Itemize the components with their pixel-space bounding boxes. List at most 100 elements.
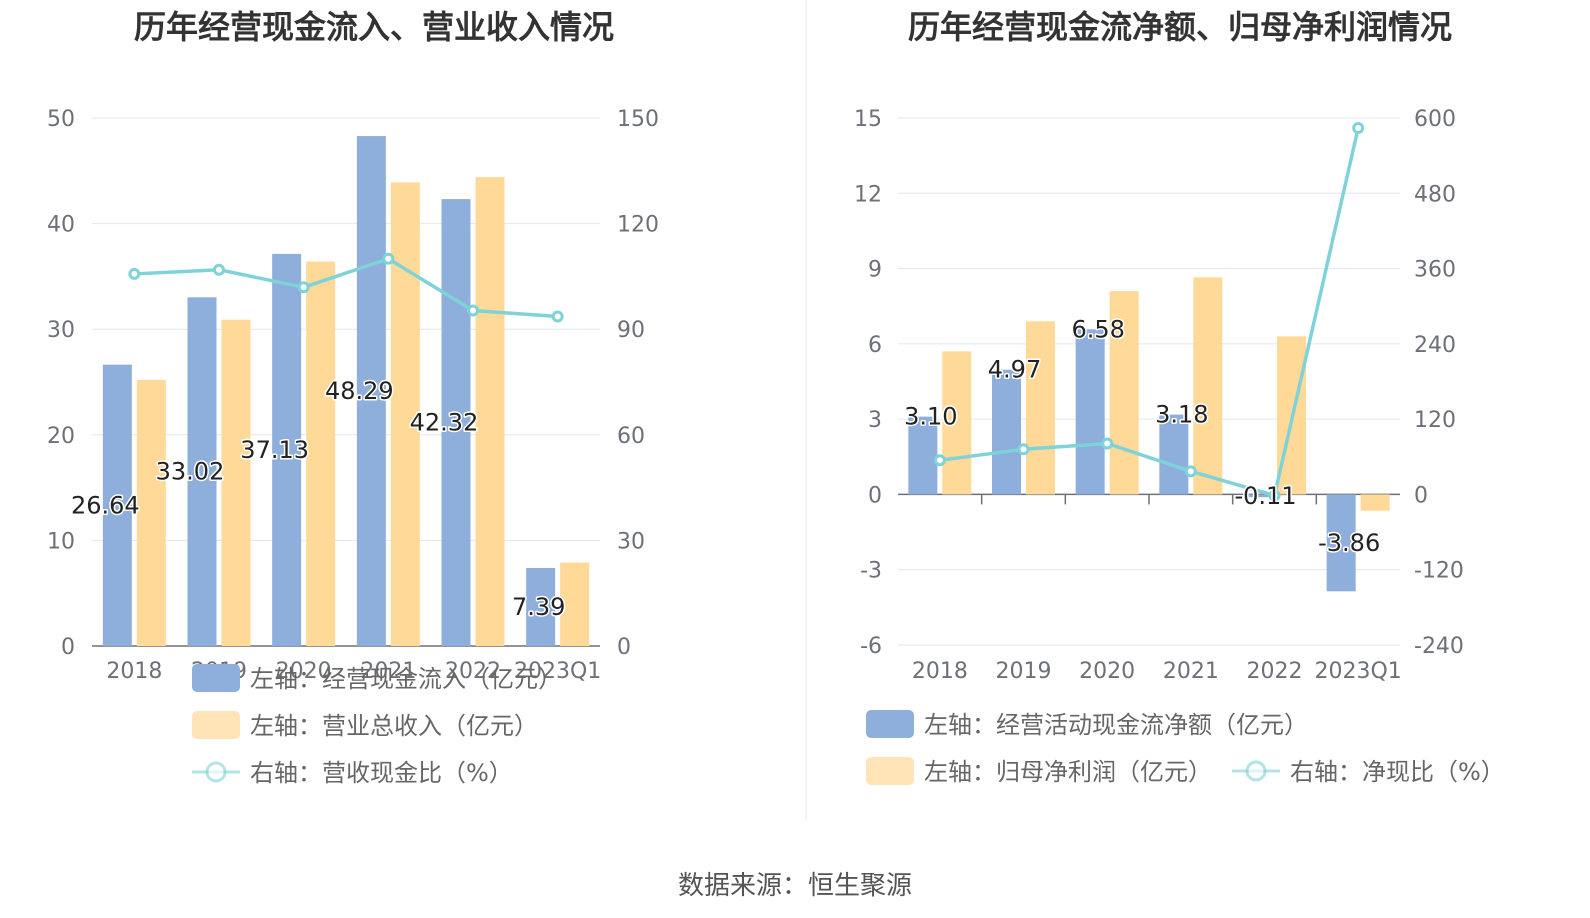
data-label: 42.32 [410, 409, 479, 437]
y-right-tick-label: 120 [1414, 408, 1456, 433]
y-left-tick-label: 0 [61, 635, 75, 660]
ratio-point [128, 267, 141, 280]
chart-panel-cashflow-revenue: 历年经营现金流入、营业收入情况 0 10 20 30 40 50 0 30 60 90 120 150 2… [47, 8, 659, 787]
x-tick-label: 2020 [1079, 659, 1135, 684]
y-right-tick-label: -120 [1414, 559, 1464, 584]
bar-primary [908, 416, 938, 495]
ratio-point [1101, 437, 1114, 450]
legend-label: 左轴：营业总收入（亿元） [250, 712, 538, 740]
x-tick-label: 2018 [912, 659, 968, 684]
legend-swatch-bar [192, 711, 240, 739]
bar-secondary [1193, 277, 1223, 495]
x-tick-label: 2022 [445, 659, 501, 684]
ratio-point [297, 281, 310, 294]
data-label: 33.02 [156, 458, 225, 486]
data-label: 26.64 [71, 491, 140, 519]
bar-secondary [560, 562, 590, 646]
y-right-tick-label: 480 [1414, 182, 1456, 207]
y-left-tick-label: 9 [868, 258, 882, 283]
ratio-point [1352, 122, 1365, 135]
x-tick-label: 2021 [1163, 659, 1219, 684]
ratio-point [1184, 465, 1197, 478]
legend-swatch-marker [205, 761, 227, 783]
bar-primary [1326, 494, 1356, 592]
ratio-point [1017, 443, 1030, 456]
legend-swatch-bar [866, 757, 914, 785]
y-right-tick-label: 600 [1414, 107, 1456, 132]
ratio-line [939, 127, 1360, 498]
y-left-tick-label: -6 [860, 634, 882, 659]
bar-secondary [942, 351, 972, 495]
y-right-tick-label: 60 [617, 424, 645, 449]
bar-primary [526, 567, 556, 646]
x-tick-label: 2023Q1 [514, 659, 601, 684]
ratio-point [1268, 489, 1281, 502]
bar-secondary [1360, 494, 1390, 511]
y-right-tick-label: 360 [1414, 258, 1456, 283]
bar-primary [441, 199, 471, 646]
ratio-point [382, 252, 395, 265]
data-label: -3.86 [1318, 529, 1380, 557]
bar-primary [1243, 494, 1272, 498]
x-tick-label: 2019 [996, 659, 1052, 684]
bar-primary [992, 369, 1021, 495]
data-label: 6.58 [1071, 315, 1124, 343]
legend-swatch-bar [192, 664, 240, 692]
legend-label: 左轴：归母净利润（亿元） [924, 758, 1212, 786]
bar-secondary [1109, 291, 1139, 495]
bar-secondary [306, 261, 336, 646]
legend-label: 右轴：营收现金比（%） [250, 759, 513, 787]
y-left-tick-label: 50 [47, 107, 75, 132]
bar-secondary [1026, 321, 1055, 495]
ratio-point [213, 263, 225, 276]
ratio-point [467, 304, 479, 317]
legend-swatch-bar [866, 710, 914, 738]
chart-panel-netcash-profit: 历年经营现金流净额、归母净利润情况 -6 -3 0 3 6 9 12 15 -240 -120 0 12… [854, 8, 1505, 786]
y-left-tick-label: 40 [47, 213, 75, 238]
y-right-tick-label: 30 [617, 529, 645, 554]
legend-label: 左轴：经营活动现金流净额（亿元） [924, 711, 1308, 739]
bar-primary [187, 297, 217, 646]
x-tick-label: 2021 [360, 659, 416, 684]
y-right-tick-label: 90 [617, 318, 645, 343]
y-right-tick-label: 120 [617, 213, 659, 238]
legend-label: 左轴：经营现金流入（亿元） [250, 665, 562, 693]
data-source-note: 数据来源：恒生聚源 [678, 871, 912, 901]
bar-primary [272, 253, 302, 646]
bar-primary [1159, 414, 1189, 495]
y-left-tick-label: 20 [47, 424, 75, 449]
y-left-tick-label: 3 [868, 408, 882, 433]
ratio-point [933, 454, 946, 467]
y-left-tick-label: 30 [47, 318, 75, 343]
y-right-tick-label: 0 [1414, 483, 1428, 508]
bar-primary [1075, 329, 1105, 495]
y-left-tick-label: 0 [868, 483, 882, 508]
ratio-point [551, 310, 564, 323]
data-label: 3.18 [1155, 401, 1208, 429]
y-left-tick-label: -3 [860, 559, 882, 584]
bar-secondary [136, 379, 166, 646]
y-right-tick-label: 150 [617, 107, 659, 132]
y-right-tick-label: -240 [1414, 634, 1464, 659]
bar-primary [102, 364, 132, 646]
x-tick-label: 2023Q1 [1315, 659, 1402, 684]
bar-secondary [390, 182, 420, 646]
bar-secondary [475, 177, 505, 647]
y-left-tick-label: 10 [47, 529, 75, 554]
bar-primary [356, 136, 386, 646]
x-tick-label: 2022 [1247, 659, 1303, 684]
data-label: 37.13 [240, 436, 309, 464]
data-label: 4.97 [988, 356, 1041, 384]
y-left-tick-label: 6 [868, 333, 882, 358]
x-tick-label: 2020 [276, 659, 332, 684]
x-tick-label: 2018 [106, 659, 162, 684]
data-label: -0.11 [1234, 482, 1296, 510]
data-label: 48.29 [325, 377, 394, 405]
y-left-tick-label: 15 [854, 107, 882, 132]
chart-title: 历年经营现金流入、营业收入情况 [134, 8, 614, 46]
legend-swatch-marker [1245, 760, 1267, 782]
ratio-line [134, 256, 558, 319]
y-right-tick-label: 240 [1414, 333, 1456, 358]
data-label: 7.39 [512, 593, 565, 621]
